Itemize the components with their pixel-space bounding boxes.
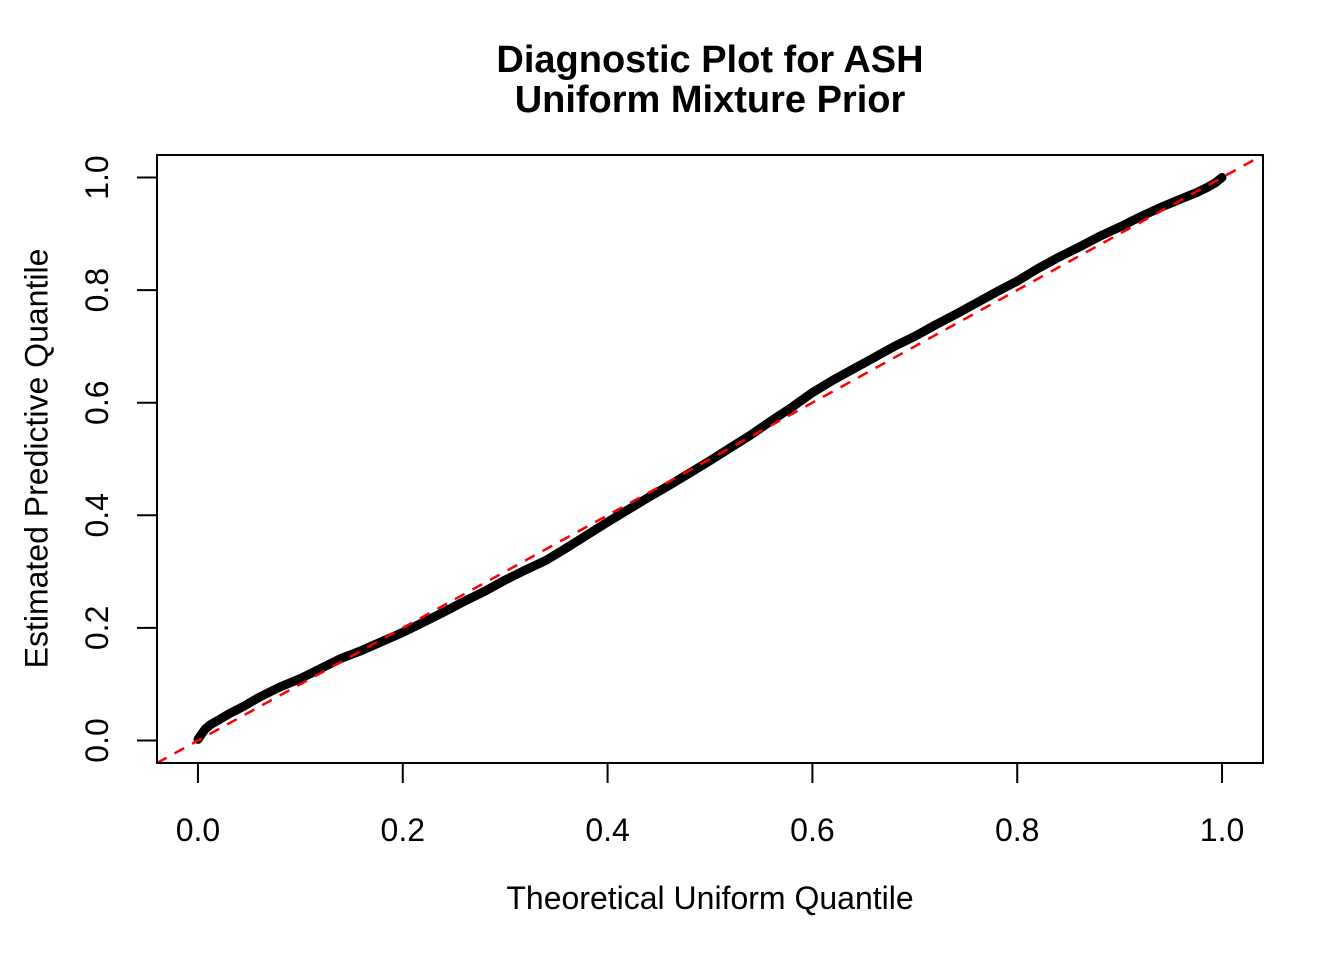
x-axis-tick-label: 0.4 — [585, 812, 629, 848]
plot-box — [156, 154, 1264, 764]
reference-line — [156, 153, 1264, 765]
y-axis-tick-label: 0.2 — [79, 606, 115, 650]
y-axis-tick-label: 0.8 — [79, 268, 115, 312]
y-axis-title: Estimated Predictive Quantile — [18, 248, 55, 669]
x-axis-tick-label: 1.0 — [1200, 812, 1244, 848]
x-axis-title: Theoretical Uniform Quantile — [506, 880, 914, 916]
chart-title: Diagnostic Plot for ASH Uniform Mixture … — [157, 40, 1263, 120]
x-axis-tick-label: 0.2 — [381, 812, 425, 848]
chart-title-line1: Diagnostic Plot for ASH — [496, 39, 924, 81]
y-axis-tick-label: 1.0 — [79, 155, 115, 199]
x-axis-tick-label: 0.6 — [790, 812, 834, 848]
y-axis-tick-label: 0.0 — [79, 718, 115, 762]
qq-curve — [193, 173, 1227, 744]
y-axis-tick-label: 0.4 — [79, 493, 115, 537]
x-axis-tick-label: 0.0 — [176, 812, 220, 848]
y-axis-tick-label: 0.6 — [79, 380, 115, 424]
chart-title-line2: Uniform Mixture Prior — [514, 79, 906, 121]
x-axis-tick-label: 0.8 — [995, 812, 1039, 848]
